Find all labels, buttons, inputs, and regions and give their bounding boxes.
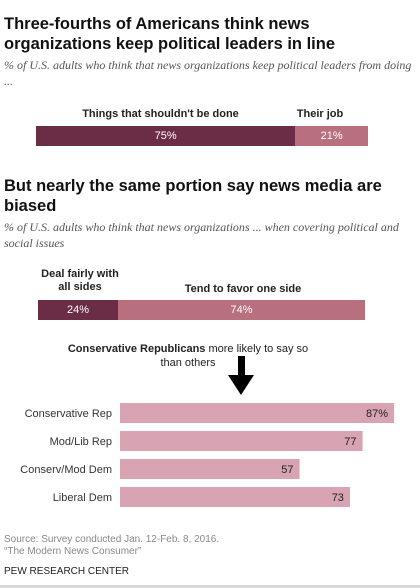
note-bold: Conservative Republicans <box>67 343 206 355</box>
footer-source: Source: Survey conducted Jan. 12-Feb. 8,… <box>4 534 220 545</box>
chart3-bars: Conservative Rep 87% Mod/Lib Rep 77 Conserv/… <box>20 403 395 507</box>
bar-conserv-mod-dem <box>120 459 300 479</box>
note-rest: more likely to say so than others <box>160 343 309 369</box>
value-label-conserv-mod-dem: 57 <box>281 464 293 476</box>
chart2-legend-favor-one-side: Tend to favor one side <box>184 283 302 295</box>
bar-mod-lib-rep <box>120 431 363 451</box>
chart2-bar: 24% 74% <box>38 300 365 320</box>
chart3-svg: Conservative Rep 87% Mod/Lib Rep 77 Conserv/… <box>20 403 395 507</box>
value-label-mod-lib-rep: 77 <box>344 436 356 448</box>
arrow-head <box>228 375 254 395</box>
chart2-label-favor-one-side: 74% <box>230 304 253 316</box>
chart2-segment-deal-fairly: 24% <box>38 300 119 320</box>
category-label-conservative-rep: Conservative Rep <box>25 408 112 420</box>
chart2-label-deal-fairly: 24% <box>67 304 90 316</box>
chart1-legend-their-job: Their job <box>296 108 344 120</box>
section1-title: Three-fourths of Americans think news or… <box>4 15 336 53</box>
chart1-legend-shouldnt-be-done: Things that shouldn't be done <box>82 108 239 120</box>
footer-org: PEW RESEARCH CENTER <box>4 566 130 577</box>
value-label-conservative-rep: 87% <box>366 408 388 420</box>
section1-subtitle: % of U.S. adults who think that news org… <box>4 58 412 88</box>
chart2-segment-favor-one-side: 74% <box>118 300 365 320</box>
chart2-legend-deal-fairly: Deal fairly with all sides <box>41 268 119 293</box>
section2-title: But nearly the same portion say news med… <box>4 177 382 215</box>
bottom-divider <box>0 585 420 588</box>
chart1-label-shouldnt-be-done: 75% <box>154 130 177 142</box>
conservative-republicans-note: Conservative Republicans more likely to … <box>58 342 318 370</box>
arrow-stem <box>238 356 245 376</box>
section2-subtitle: % of U.S. adults who think that news org… <box>4 220 399 250</box>
bar-conservative-rep <box>120 403 395 423</box>
chart1-label-their-job: 21% <box>320 130 343 142</box>
chart1-segment-their-job: 21% <box>295 126 368 146</box>
chart1-bar: 75% 21% <box>36 126 368 146</box>
bar-liberal-dem <box>120 487 350 507</box>
chart1-segment-shouldnt-be-done: 75% <box>36 126 296 146</box>
category-label-mod-lib-rep: Mod/Lib Rep <box>50 436 112 448</box>
footer-report: “The Modern News Consumer” <box>4 546 142 557</box>
category-label-conserv-mod-dem: Conserv/Mod Dem <box>20 464 112 476</box>
value-label-liberal-dem: 73 <box>332 492 344 504</box>
category-label-liberal-dem: Liberal Dem <box>53 492 112 504</box>
